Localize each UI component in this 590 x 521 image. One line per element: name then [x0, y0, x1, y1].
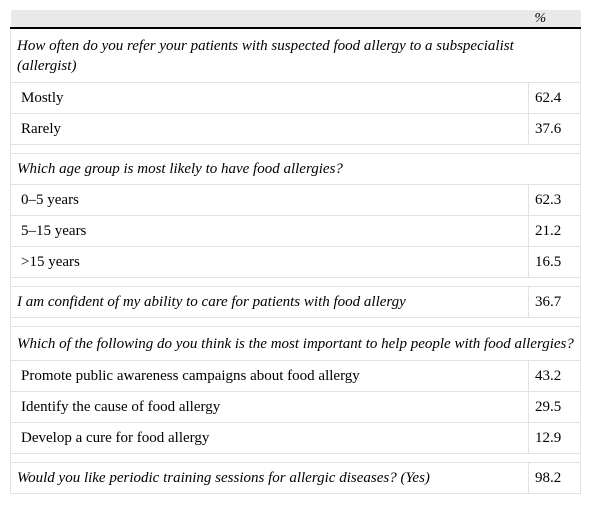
question-value: 98.2 [528, 462, 581, 494]
section-spacer [10, 453, 581, 463]
question-text: Which of the following do you think is t… [10, 326, 581, 361]
survey-results-table: % How often do you refer your patients w… [10, 10, 581, 494]
table-row: Mostly 62.4 [10, 82, 581, 114]
question-text: I am confident of my ability to care for… [10, 286, 529, 318]
option-value: 16.5 [528, 246, 581, 278]
section-spacer [10, 277, 581, 287]
option-value: 37.6 [528, 113, 581, 145]
question-row-age-group: Which age group is most likely to have f… [10, 153, 581, 185]
header-percent-cell: % [528, 10, 581, 29]
question-text: Which age group is most likely to have f… [10, 153, 581, 185]
section-spacer [10, 317, 581, 327]
table-row: Rarely 37.6 [10, 113, 581, 145]
question-text: How often do you refer your patients wit… [10, 27, 581, 83]
table-row: Develop a cure for food allergy 12.9 [10, 422, 581, 454]
survey-table-container: % How often do you refer your patients w… [10, 10, 581, 494]
option-value: 43.2 [528, 360, 581, 392]
option-value: 29.5 [528, 391, 581, 423]
option-value: 21.2 [528, 215, 581, 247]
option-value: 62.3 [528, 184, 581, 216]
option-value: 12.9 [528, 422, 581, 454]
option-label: Develop a cure for food allergy [10, 422, 529, 454]
option-label: 0–5 years [10, 184, 529, 216]
option-value: 62.4 [528, 82, 581, 114]
table-row: Promote public awareness campaigns about… [10, 360, 581, 392]
table-row: 0–5 years 62.3 [10, 184, 581, 216]
question-row-priority: Which of the following do you think is t… [10, 326, 581, 361]
option-label: 5–15 years [10, 215, 529, 247]
table-header-row: % [10, 10, 581, 29]
table-row: >15 years 16.5 [10, 246, 581, 278]
question-text: Would you like periodic training session… [10, 462, 529, 494]
option-label: Mostly [10, 82, 529, 114]
question-value: 36.7 [528, 286, 581, 318]
header-label-cell [10, 10, 529, 29]
option-label: Rarely [10, 113, 529, 145]
section-spacer [10, 144, 581, 154]
option-label: Promote public awareness campaigns about… [10, 360, 529, 392]
question-row-confidence: I am confident of my ability to care for… [10, 286, 581, 318]
table-row: Identify the cause of food allergy 29.5 [10, 391, 581, 423]
table-row: 5–15 years 21.2 [10, 215, 581, 247]
option-label: Identify the cause of food allergy [10, 391, 529, 423]
option-label: >15 years [10, 246, 529, 278]
question-row-training: Would you like periodic training session… [10, 462, 581, 494]
question-row-referral: How often do you refer your patients wit… [10, 27, 581, 83]
